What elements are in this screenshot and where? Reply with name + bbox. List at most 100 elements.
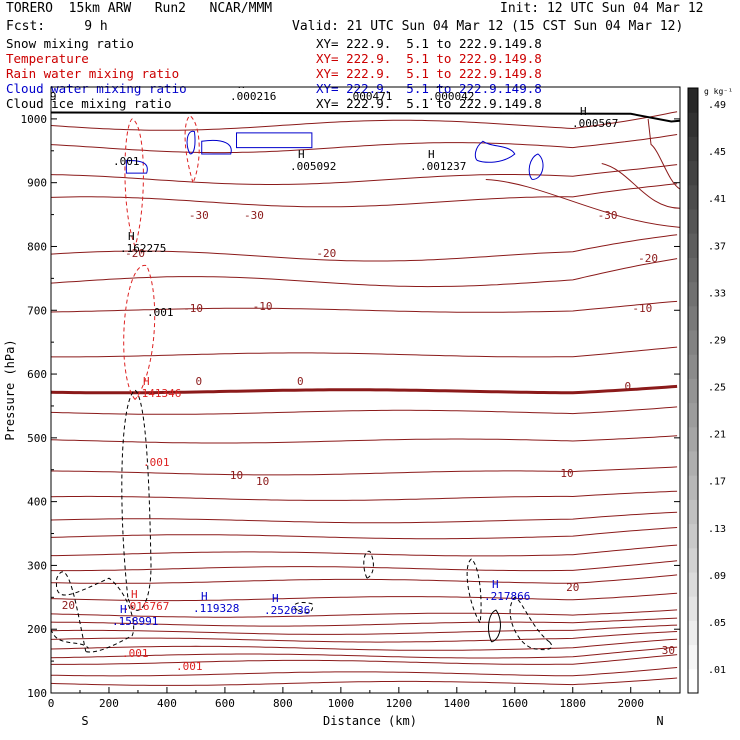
contour-label: .001	[113, 155, 140, 168]
max-marker-cloud: H	[120, 603, 127, 616]
max-value-snow: .000567	[572, 117, 618, 130]
colorbar-segment	[688, 233, 698, 258]
max-marker-rain: H	[131, 588, 138, 601]
field-xy-cloud-water: XY= 222.9. 5.1 to 222.9.149.8	[316, 81, 542, 96]
y-tick-label: 500	[27, 432, 47, 445]
colorbar-segment	[688, 184, 698, 210]
temp-contour	[51, 667, 678, 677]
max-marker-cloud: H	[492, 578, 499, 591]
temp-contour	[51, 609, 678, 618]
temp-label: -10	[253, 300, 273, 313]
y-tick-label: 900	[27, 177, 47, 190]
cloud-water-contour	[474, 140, 516, 163]
field-label-temperature: Temperature	[6, 51, 89, 66]
temp-contour	[51, 560, 678, 572]
colorbar-label: .05	[708, 618, 726, 629]
temp-label: 0	[297, 375, 304, 388]
max-marker-cloud: H	[272, 592, 279, 605]
temp-contour-rising	[601, 163, 680, 209]
y-tick-label: 200	[27, 623, 47, 636]
field-xy-temperature: XY= 222.9. 5.1 to 222.9.149.8	[316, 51, 542, 66]
max-marker-ice: H	[354, 78, 361, 91]
rain-contour	[184, 115, 200, 183]
colorbar-segment	[688, 378, 698, 404]
y-axis-label: Pressure (hPa)	[3, 339, 17, 440]
x-tick-label: 800	[273, 697, 293, 710]
colorbar-segment	[688, 426, 698, 452]
colorbar-segment	[688, 305, 698, 331]
y-tick-label: 300	[27, 559, 47, 572]
colorbar-segment	[688, 644, 698, 670]
temp-contour	[51, 654, 678, 665]
snow-contour	[466, 558, 482, 624]
temp-contour	[51, 490, 678, 501]
x-axis-label: Distance (km)	[323, 714, 417, 728]
colorbar-segment	[688, 451, 698, 476]
field-xy-rain: XY= 222.9. 5.1 to 222.9.149.8	[316, 66, 542, 81]
temp-label: -10	[632, 302, 652, 315]
x-tick-label: 1600	[502, 697, 529, 710]
max-marker-snow: H	[580, 105, 587, 118]
temp-contour-rising	[485, 178, 680, 228]
x-tick-label: 1800	[560, 697, 587, 710]
contour-label: .001	[147, 306, 174, 319]
x-tick-label: 600	[215, 697, 235, 710]
temp-contour	[51, 511, 678, 524]
max-marker-ice: H	[238, 78, 245, 91]
temp-contour	[51, 406, 678, 415]
max-marker-rain: H	[143, 375, 150, 388]
temp-contour	[51, 346, 678, 358]
max-value-rain: .141346	[135, 387, 181, 400]
field-label-rain: Rain water mixing ratio	[6, 66, 180, 81]
temp-contour	[51, 677, 678, 686]
temp-label: 10	[230, 469, 243, 482]
snow-contour	[121, 389, 152, 611]
y-tick-label: 400	[27, 496, 47, 509]
rain-contour	[123, 265, 156, 400]
temp-label: -20	[316, 247, 336, 260]
max-value-rain: .016767	[123, 600, 169, 613]
x-tick-label: 1400	[444, 697, 471, 710]
south-label: S	[81, 714, 88, 728]
temp-label: 0	[196, 375, 203, 388]
rain-contour	[124, 118, 144, 247]
max-value-cloud: .217866	[484, 590, 530, 603]
max-marker-snow: H	[128, 230, 135, 243]
colorbar-label: .01	[708, 665, 726, 676]
x-tick-label: 400	[157, 697, 177, 710]
field-label-snow: Snow mixing ratio	[6, 36, 134, 51]
colorbar-label: .09	[708, 571, 726, 582]
max-value-cloud: .158991	[112, 615, 158, 628]
max-marker-cloud: H	[201, 590, 208, 603]
colorbar-segment	[688, 88, 698, 113]
field-label-cloud-ice: Cloud ice mixing ratio	[6, 96, 172, 111]
colorbar-label: .29	[708, 335, 726, 346]
temp-contour	[51, 258, 678, 288]
temp-contour-zero	[51, 384, 678, 395]
contour-label: .001	[143, 456, 170, 469]
temp-contour	[51, 111, 678, 131]
x-tick-label: 0	[48, 697, 55, 710]
colorbar-segment	[688, 572, 698, 597]
snow-contour	[363, 550, 374, 579]
contour-label: .001	[122, 647, 149, 660]
temp-contour	[51, 646, 678, 659]
surface-line	[51, 111, 680, 123]
valid-time: Valid: 21 UTC Sun 04 Mar 12 (15 CST Sun …	[292, 19, 684, 34]
colorbar-frame	[687, 87, 699, 694]
temp-label: 0	[625, 380, 632, 393]
snow-contour	[293, 601, 314, 614]
colorbar-label: .41	[708, 194, 726, 205]
colorbar-segment	[688, 281, 698, 307]
x-tick-label: 1000	[328, 697, 355, 710]
temp-label: 10	[256, 475, 269, 488]
colorbar-segment	[688, 136, 698, 162]
colorbar-segment	[688, 112, 698, 137]
max-value-ice: .000216	[230, 90, 276, 103]
field-xy-cloud-ice: XY= 222.9. 5.1 to 222.9.149.8	[316, 96, 542, 111]
max-value-cloud: .119328	[193, 602, 239, 615]
colorbar-segment	[688, 475, 698, 500]
colorbar-segment	[688, 620, 698, 646]
x-tick-label: 1200	[386, 697, 413, 710]
